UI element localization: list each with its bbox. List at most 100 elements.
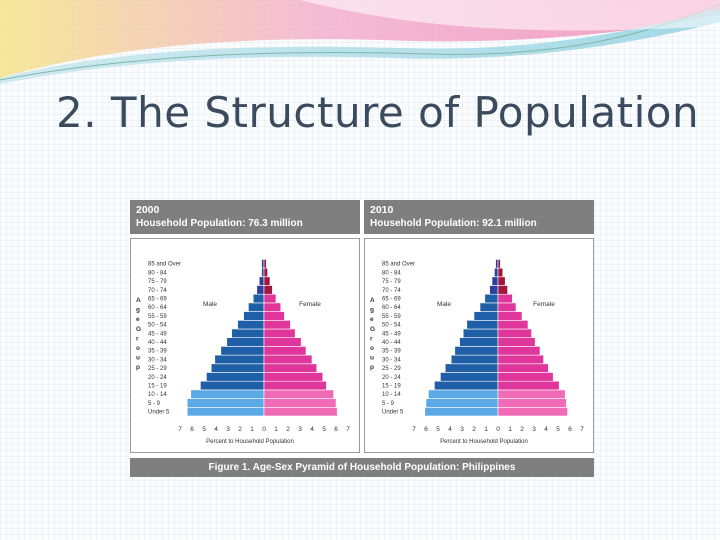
- male-bar: [258, 276, 265, 286]
- x-tick-label: 4: [214, 426, 218, 433]
- female-bar: [497, 320, 529, 330]
- y-axis-title-letter: G: [136, 326, 141, 333]
- y-axis-title-letter: r: [136, 335, 139, 342]
- x-tick-label: 0: [262, 426, 266, 433]
- x-tick-label: 1: [508, 426, 512, 433]
- female-bar: [497, 328, 532, 338]
- female-series-label: Female: [533, 301, 555, 308]
- x-tick-label: 2: [520, 426, 524, 433]
- male-bar: [428, 389, 499, 399]
- male-bar: [237, 320, 265, 330]
- male-bar: [440, 372, 499, 382]
- y-axis-title-letter: g: [370, 307, 374, 314]
- female-bar: [263, 276, 271, 286]
- male-bar: [206, 372, 265, 382]
- male-bar: [473, 311, 499, 321]
- male-bar: [434, 380, 499, 391]
- age-group-label: 25 - 29: [148, 366, 167, 372]
- x-tick-label: 6: [424, 426, 428, 433]
- age-group-label: 55 - 59: [382, 314, 401, 320]
- male-bar: [424, 407, 499, 417]
- male-bar: [252, 293, 265, 304]
- female-bar: [263, 311, 285, 321]
- x-tick-label: 2: [286, 426, 290, 433]
- male-bar: [186, 407, 265, 417]
- age-group-label: 20 - 24: [382, 375, 401, 381]
- male-bar: [462, 328, 499, 338]
- panel-title-2010: 2010: [370, 204, 394, 216]
- age-group-label: 30 - 34: [148, 357, 167, 363]
- age-group-label: 10 - 14: [148, 392, 167, 398]
- age-group-label: 80 - 84: [382, 270, 401, 276]
- male-bar: [494, 267, 499, 278]
- age-group-label: 50 - 54: [148, 323, 167, 329]
- age-group-label: 70 - 74: [148, 288, 167, 294]
- female-bar: [497, 293, 513, 304]
- male-bar: [466, 320, 499, 330]
- male-bar: [200, 380, 265, 391]
- age-group-label: 20 - 24: [148, 375, 167, 381]
- age-group-label: 50 - 54: [382, 323, 401, 329]
- female-bar: [263, 380, 327, 391]
- age-group-label: 35 - 39: [382, 349, 401, 355]
- age-group-label: 25 - 29: [382, 366, 401, 372]
- figure-caption: Figure 1. Age-Sex Pyramid of Household P…: [130, 458, 594, 477]
- male-bar: [214, 354, 265, 365]
- y-axis-title-letter: o: [136, 345, 140, 352]
- y-axis-title-letter: g: [136, 307, 140, 314]
- age-group-label: 5 - 9: [382, 401, 395, 407]
- age-group-label: 15 - 19: [382, 383, 401, 389]
- age-group-label: 10 - 14: [382, 392, 401, 398]
- female-bar: [263, 363, 318, 373]
- x-tick-label: 7: [412, 426, 416, 433]
- age-group-label: 55 - 59: [148, 314, 167, 320]
- age-group-label: Under 5: [148, 410, 170, 416]
- male-series-label: Male: [437, 301, 451, 308]
- male-bar: [256, 285, 265, 295]
- x-tick-label: 5: [556, 426, 560, 433]
- x-tick-label: 4: [310, 426, 314, 433]
- x-tick-label: 0: [496, 426, 500, 433]
- male-bar: [491, 276, 499, 286]
- female-bar: [497, 276, 506, 286]
- pyramid-chart-2000: Under 5 5 - 9 10 - 14 15 - 19 20 - 24 25 - 29…: [130, 238, 360, 453]
- x-tick-label: 5: [202, 426, 206, 433]
- female-bar: [263, 302, 282, 312]
- female-bar: [497, 363, 549, 373]
- x-tick-label: 1: [274, 426, 278, 433]
- male-bar: [190, 389, 265, 399]
- female-bar: [497, 389, 566, 399]
- x-tick-label: 7: [580, 426, 584, 433]
- x-tick-label: 1: [250, 426, 254, 433]
- female-bar: [263, 372, 324, 382]
- pyramid-chart-2010: Under 5 5 - 9 10 - 14 15 - 19 20 - 24 25 - 29…: [364, 238, 594, 453]
- male-bar: [484, 293, 499, 304]
- male-bar: [489, 285, 499, 295]
- x-tick-label: 5: [322, 426, 326, 433]
- y-axis-title-letter: A: [370, 297, 375, 304]
- y-axis-title-letter: e: [370, 316, 374, 323]
- male-bar: [495, 259, 499, 269]
- panel-title-2000: 2000: [136, 204, 160, 216]
- female-series-label: Female: [299, 301, 321, 308]
- male-series-label: Male: [203, 301, 217, 308]
- male-bar: [459, 337, 499, 347]
- male-bar: [261, 267, 265, 278]
- y-axis-title-letter: r: [370, 335, 373, 342]
- x-tick-label: 7: [346, 426, 350, 433]
- y-axis-title-letter: e: [136, 316, 140, 323]
- female-bar: [263, 328, 296, 338]
- slide-title: 2. The Structure of Population: [56, 88, 700, 137]
- female-bar: [497, 354, 544, 365]
- age-group-label: 65 - 69: [382, 296, 401, 302]
- female-bar: [497, 380, 560, 391]
- male-bar: [479, 302, 499, 312]
- age-group-label: 80 - 84: [148, 270, 167, 276]
- x-tick-label: 4: [448, 426, 452, 433]
- panel-subtitle-2000: Household Population: 76.3 million: [136, 218, 303, 229]
- x-tick-label: 6: [190, 426, 194, 433]
- female-bar: [263, 389, 334, 399]
- x-tick-label: 7: [178, 426, 182, 433]
- age-group-label: 85 and Over: [148, 262, 181, 268]
- x-tick-label: 6: [568, 426, 572, 433]
